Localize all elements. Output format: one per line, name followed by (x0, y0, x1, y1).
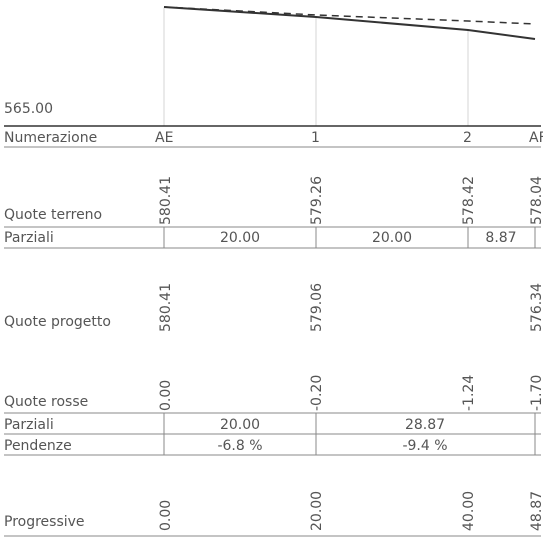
row-label-quote-progetto: Quote progetto (4, 314, 111, 330)
pendenza-value: -6.8 % (217, 438, 262, 454)
quota-terreno-value: 579.26 (309, 176, 325, 225)
project-profile-line (163, 6, 536, 40)
section-number: 1 (311, 130, 320, 146)
parziale-value: 20.00 (372, 230, 412, 246)
quota-terreno-value: 580.41 (158, 176, 174, 225)
row-label-parziali: Parziali (4, 230, 54, 246)
profile-plot (163, 6, 536, 126)
section-number: AF (529, 130, 543, 146)
progressiva-value: 0.00 (158, 500, 174, 531)
datum-label: 565.00 (4, 101, 53, 117)
row-label-quote-terreno: Quote terreno (4, 207, 102, 223)
parziale-value: 28.87 (405, 417, 445, 433)
pendenza-value: -9.4 % (402, 438, 447, 454)
quota-progetto-value: 580.41 (158, 283, 174, 332)
quota-terreno-value: 578.04 (529, 176, 543, 225)
section-number: 2 (463, 130, 472, 146)
row-label-progressive: Progressive (4, 514, 85, 530)
row-label-pendenze: Pendenze (4, 438, 72, 454)
quota-rossa-value: -0.20 (309, 375, 325, 411)
progressiva-value: 40.00 (461, 491, 477, 531)
terrain-profile-line (163, 6, 536, 25)
quota-progetto-value: 579.06 (309, 283, 325, 332)
parziale-value: 20.00 (220, 230, 260, 246)
quota-rossa-value: 0.00 (158, 380, 174, 411)
quota-rossa-value: -1.24 (461, 375, 477, 411)
progressiva-value: 48.87 (529, 491, 543, 531)
quota-rossa-value: -1.70 (529, 375, 543, 411)
parziale-value: 20.00 (220, 417, 260, 433)
parziale-value: 8.87 (485, 230, 516, 246)
row-label-numerazione: Numerazione (4, 130, 97, 146)
row-label-parziali-2: Parziali (4, 417, 54, 433)
quota-terreno-value: 578.42 (461, 176, 477, 225)
row-label-quote-rosse: Quote rosse (4, 394, 88, 410)
progressiva-value: 20.00 (309, 491, 325, 531)
section-number: AE (155, 130, 173, 146)
quota-progetto-value: 576.34 (529, 283, 543, 332)
